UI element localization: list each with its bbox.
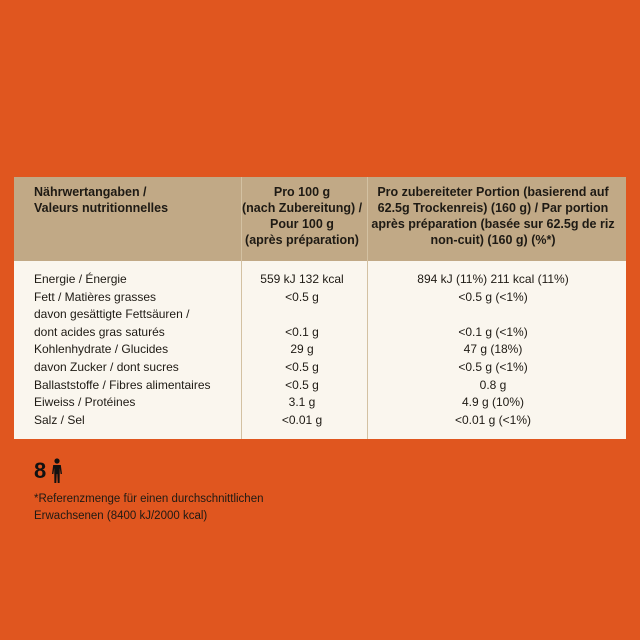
per-100g-value: <0.5 g <box>285 289 319 304</box>
table-body: Energie / Énergie 559 kJ 132 kcal 894 kJ… <box>14 271 626 429</box>
header-per-100g: Pro 100 g (nach Zubereitung) / Pour 100 … <box>242 184 362 248</box>
per-portion-value: 0.8 g <box>479 377 507 392</box>
nutrient-name: Ballaststoffe / Fibres alimentaires <box>34 377 211 392</box>
column-divider <box>367 177 368 439</box>
header-line: (après préparation) <box>245 233 359 247</box>
header-line: non-cuit) (160 g) (%*) <box>430 233 556 247</box>
column-divider <box>241 177 242 439</box>
nutrient-name: dont acides gras saturés <box>34 324 165 339</box>
header-line: 62.5g Trockenreis) (160 g) / Par portion <box>377 201 609 215</box>
per-portion-value: 4.9 g (10%) <box>461 395 525 410</box>
table-row: Fett / Matières grasses <0.5 g <0.5 g (<… <box>14 289 626 307</box>
person-icon <box>52 458 63 483</box>
header-line: Valeurs nutritionnelles <box>34 201 169 215</box>
table-row: dont acides gras saturés <0.1 g <0.1 g (… <box>14 324 626 342</box>
header-per-portion: Pro zubereiteter Portion (basierend auf … <box>368 184 618 248</box>
nutrition-table: Nährwertangaben / Valeurs nutritionnelle… <box>14 177 626 439</box>
header-line: Nährwertangaben / <box>34 185 147 199</box>
footnote: *Referenzmenge für einen durchschnittlic… <box>34 491 334 525</box>
per-100g-value: 3.1 g <box>288 395 316 410</box>
nutrient-name: Energie / Énergie <box>34 272 127 286</box>
header-line: Pro zubereiteter Portion (basierend auf <box>377 185 609 199</box>
per-portion-value: <0.5 g (<1%) <box>458 289 528 304</box>
nutrient-name: Kohlenhydrate / Glucides <box>34 342 169 357</box>
per-portion-value: 894 kJ (11%) 211 kcal (11%) <box>417 272 569 286</box>
table-row: Eiweiss / Protéines 3.1 g 4.9 g (10%) <box>14 394 626 412</box>
table-row: Ballaststoffe / Fibres alimentaires <0.5… <box>14 377 626 395</box>
table-row: Salz / Sel <0.01 g <0.01 g (<1%) <box>14 412 626 430</box>
nutrient-name: davon gesättigte Fettsäuren / <box>34 307 190 322</box>
table-row: Kohlenhydrate / Glucides 29 g 47 g (18%) <box>14 341 626 359</box>
footnote-line: *Referenzmenge für einen durchschnittlic… <box>34 493 264 505</box>
table-row: davon gesättigte Fettsäuren / <box>14 306 626 324</box>
header-line: Pro 100 g <box>273 185 331 199</box>
per-portion-value: <0.1 g (<1%) <box>458 324 528 339</box>
per-100g-value: 29 g <box>290 342 314 357</box>
header-line: après préparation (basée sur 62.5g de ri… <box>371 217 615 231</box>
portion-number: 8 <box>34 458 47 483</box>
per-100g-value: <0.5 g <box>285 359 319 374</box>
header-line: Pour 100 g <box>270 217 334 231</box>
per-portion-value: <0.01 g (<1%) <box>454 412 532 427</box>
header-nutrient: Nährwertangaben / Valeurs nutritionnelle… <box>34 184 234 216</box>
portion-count: 8 <box>34 458 64 484</box>
nutrient-name: Fett / Matières grasses <box>34 289 157 304</box>
per-100g-value: <0.5 g <box>285 377 319 392</box>
table-row: davon Zucker / dont sucres <0.5 g <0.5 g… <box>14 359 626 377</box>
per-portion-value: 47 g (18%) <box>463 342 523 357</box>
footnote-line: Erwachsenen (8400 kJ/2000 kcal) <box>34 510 208 522</box>
per-100g-value: <0.01 g <box>281 412 323 427</box>
nutrient-name: Salz / Sel <box>34 412 85 427</box>
nutrient-name: davon Zucker / dont sucres <box>34 359 179 374</box>
per-100g-value: <0.1 g <box>285 324 319 339</box>
table-header <box>14 177 626 261</box>
per-100g-value: 559 kJ 132 kcal <box>260 272 344 286</box>
header-line: (nach Zubereitung) / <box>242 201 363 215</box>
table-row: Energie / Énergie 559 kJ 132 kcal 894 kJ… <box>14 271 626 289</box>
per-portion-value: <0.5 g (<1%) <box>458 359 528 374</box>
nutrient-name: Eiweiss / Protéines <box>34 395 136 410</box>
